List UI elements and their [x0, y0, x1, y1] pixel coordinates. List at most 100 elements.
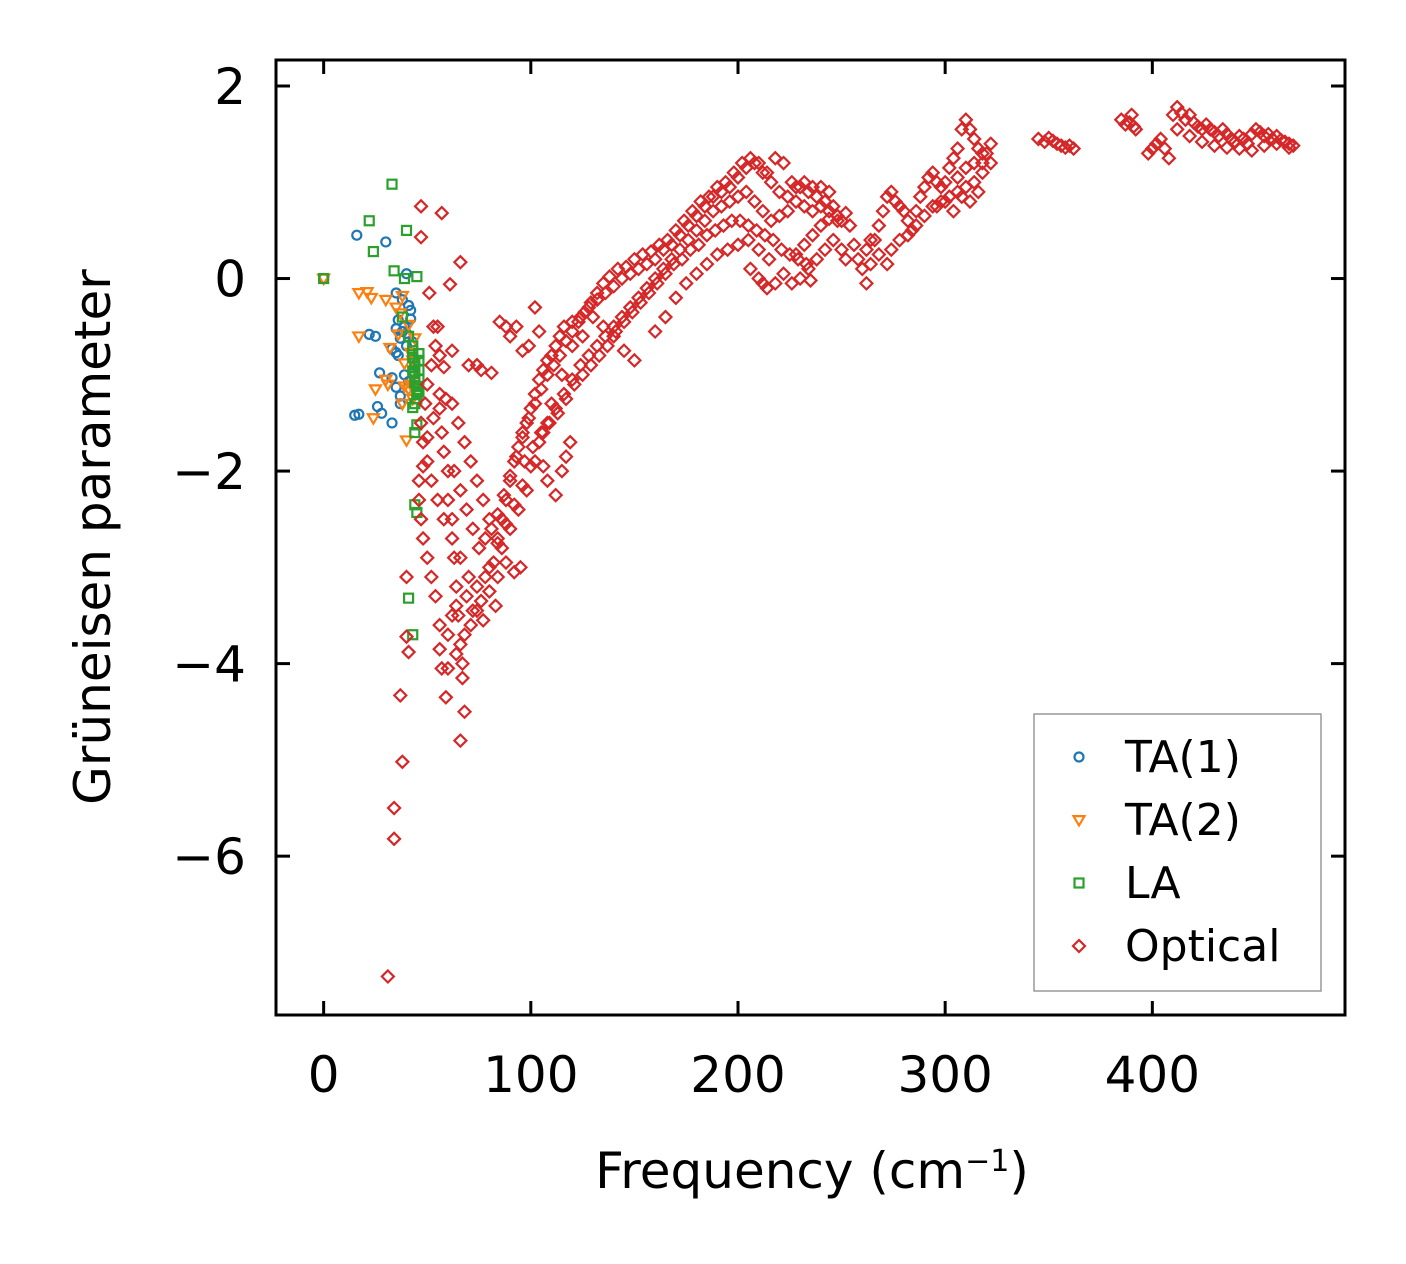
- data-point: [450, 607, 466, 624]
- data-point: [668, 222, 684, 238]
- data-point: [363, 328, 375, 340]
- data-point: [664, 251, 680, 267]
- data-point: [407, 629, 419, 641]
- data-point: [508, 449, 524, 465]
- data-point: [788, 246, 804, 263]
- data-point: [394, 754, 410, 770]
- data-point: [871, 218, 887, 234]
- data-point: [805, 227, 821, 243]
- data-point: [448, 579, 464, 595]
- data-point: [465, 521, 481, 537]
- data-point: [444, 530, 460, 547]
- data-point: [510, 502, 526, 518]
- data-point: [440, 463, 456, 479]
- data-point: [436, 444, 452, 460]
- legend-label: LA: [1125, 858, 1181, 909]
- y-tick-label: 2: [214, 58, 246, 116]
- data-point: [442, 276, 458, 292]
- x-axis-label-main: Frequency (cm: [595, 1142, 965, 1200]
- data-point: [535, 458, 551, 474]
- data-point: [983, 155, 999, 171]
- data-point: [921, 169, 937, 186]
- data-point: [444, 511, 460, 527]
- data-point: [454, 670, 471, 686]
- data-point: [575, 328, 591, 344]
- data-point: [740, 232, 756, 248]
- data-point: [558, 449, 574, 465]
- legend-item-la: LA: [1073, 858, 1181, 909]
- data-point: [796, 237, 812, 253]
- data-point: [438, 689, 454, 705]
- data-point: [817, 193, 833, 210]
- data-point: [548, 487, 564, 503]
- data-point: [701, 189, 717, 205]
- data-point: [411, 473, 427, 489]
- data-point: [925, 165, 941, 181]
- data-point: [581, 347, 597, 364]
- data-point: [689, 208, 705, 224]
- legend-marker-la: [1073, 877, 1085, 889]
- data-point: [498, 319, 514, 335]
- data-point: [664, 237, 680, 253]
- data-point: [490, 530, 506, 547]
- data-point: [459, 588, 475, 604]
- data-point: [421, 285, 437, 301]
- data-point: [444, 396, 460, 412]
- data-point: [575, 367, 591, 383]
- data-point: [908, 218, 924, 234]
- data-point: [759, 165, 775, 181]
- data-point: [726, 165, 742, 181]
- data-point: [485, 554, 502, 571]
- data-point: [502, 521, 518, 537]
- data-point: [564, 323, 580, 340]
- data-point: [788, 193, 804, 210]
- data-point: [705, 203, 721, 219]
- data-point: [979, 145, 995, 161]
- data-point: [465, 603, 481, 619]
- x-axis-label-superscript: −1: [965, 1144, 1009, 1179]
- data-point: [448, 646, 464, 662]
- data-point: [407, 365, 419, 377]
- data-point: [676, 213, 692, 229]
- data-point: [937, 174, 953, 190]
- data-point: [796, 174, 812, 190]
- data-point: [440, 492, 456, 508]
- data-point: [722, 179, 738, 195]
- data-point: [599, 338, 616, 354]
- data-point: [380, 236, 392, 248]
- data-point: [765, 232, 781, 248]
- data-point: [413, 511, 429, 527]
- data-point: [1049, 136, 1065, 152]
- data-point: [554, 367, 570, 383]
- data-point: [867, 232, 883, 248]
- data-point: [846, 237, 862, 253]
- data-point: [380, 968, 396, 985]
- axis-tick-labels: 0 100 200 300 400 2 0 −2 −4 −6: [172, 58, 1200, 1104]
- data-point: [954, 189, 970, 205]
- x-axis-label-suffix: ): [1009, 1142, 1029, 1200]
- data-point: [539, 415, 555, 431]
- data-point: [1153, 131, 1169, 147]
- data-point: [488, 598, 504, 614]
- data-point: [380, 379, 396, 393]
- data-point: [388, 302, 404, 316]
- data-point: [423, 473, 439, 489]
- data-point: [879, 189, 895, 205]
- series-ta-2-: [316, 273, 423, 448]
- data-point: [456, 704, 473, 720]
- data-point: [413, 415, 429, 431]
- data-point: [792, 179, 808, 195]
- data-point: [749, 222, 765, 238]
- data-point: [541, 415, 558, 431]
- data-point: [672, 242, 688, 258]
- data-point: [386, 178, 398, 190]
- data-point: [471, 540, 487, 556]
- data-point: [858, 275, 874, 291]
- data-point: [1182, 128, 1198, 144]
- data-point: [481, 559, 497, 575]
- data-point: [643, 244, 659, 260]
- data-point: [966, 155, 982, 171]
- data-point: [1244, 126, 1260, 142]
- data-point: [616, 343, 632, 359]
